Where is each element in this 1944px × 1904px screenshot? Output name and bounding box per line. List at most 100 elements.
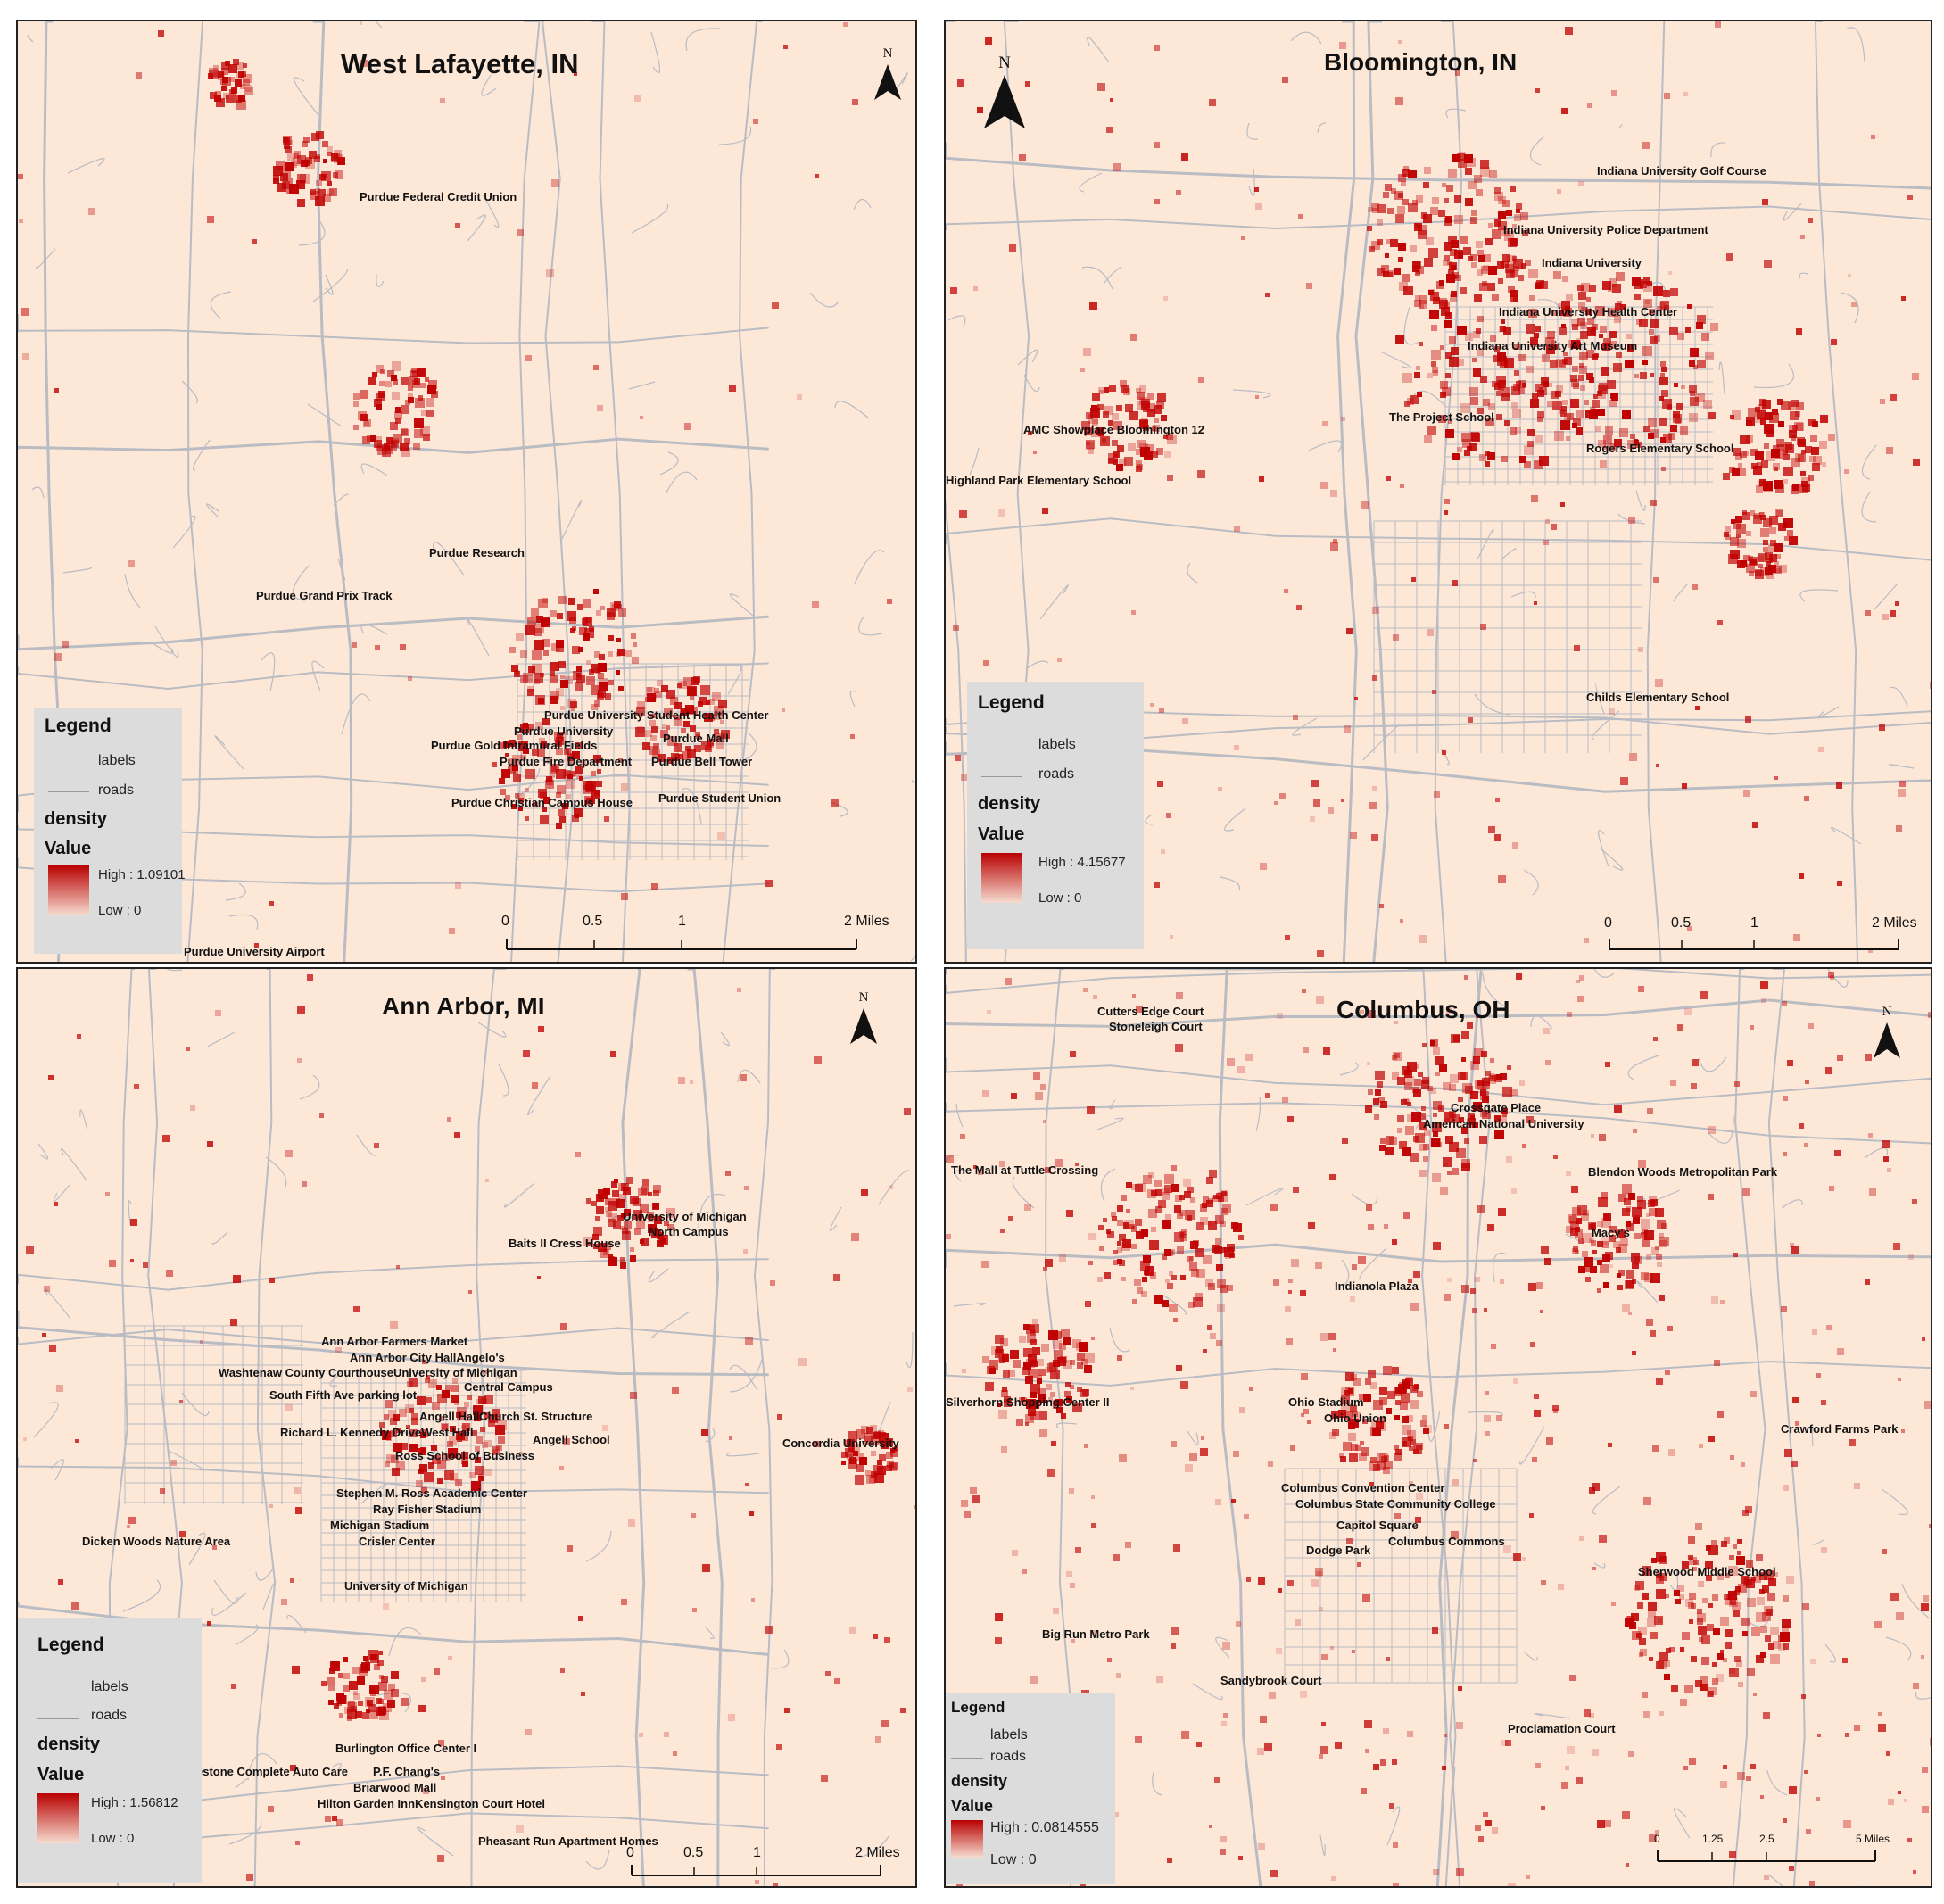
density-cell: [1510, 290, 1518, 297]
density-cell: [1135, 1736, 1142, 1743]
density-cell: [1612, 284, 1621, 293]
density-cell: [1595, 426, 1601, 432]
density-cell: [1768, 545, 1775, 552]
density-cell: [1392, 1072, 1399, 1080]
density-cell: [1842, 1658, 1848, 1663]
road-line: [946, 1154, 960, 1163]
place-label: Ohio Union: [1324, 1411, 1387, 1425]
density-cell: [1929, 1524, 1931, 1528]
road-line: [946, 1243, 1931, 1268]
density-cell: [1227, 1285, 1233, 1291]
density-cell: [1721, 1541, 1727, 1547]
density-cell: [1761, 460, 1768, 468]
density-cell: [1921, 1603, 1929, 1611]
north-label: N: [1882, 1005, 1892, 1019]
density-cell: [321, 171, 331, 181]
density-cell: [666, 690, 675, 699]
density-cell: [1717, 1411, 1724, 1418]
density-cell: [1720, 1300, 1725, 1304]
density-cell: [1419, 304, 1424, 309]
road-line: [18, 825, 769, 847]
road-line: [946, 1102, 1931, 1145]
density-cell: [1560, 502, 1565, 507]
density-cell: [1492, 1827, 1498, 1834]
density-cell: [1901, 296, 1906, 301]
density-cell: [1619, 428, 1628, 437]
road-line: [1403, 306, 1420, 345]
density-cell: [243, 63, 247, 68]
density-cell: [1371, 834, 1378, 841]
density-cell: [715, 733, 723, 741]
density-cell: [535, 695, 545, 705]
density-cell: [1837, 881, 1842, 886]
density-cell: [1635, 1581, 1644, 1590]
density-cell: [1779, 565, 1787, 573]
density-cell: [408, 393, 413, 398]
density-cell: [1066, 1571, 1072, 1577]
density-cell: [1416, 366, 1420, 370]
density-cell: [245, 85, 252, 92]
density-cell: [1725, 1629, 1733, 1637]
road-line: [1901, 1583, 1931, 1619]
density-cell: [1522, 1144, 1526, 1148]
road-line: [1482, 973, 1508, 1008]
density-cell: [128, 1517, 136, 1524]
road-line: [18, 1765, 769, 1808]
density-cell: [1418, 1072, 1423, 1077]
density-cell: [1385, 253, 1389, 258]
road-line: [1673, 583, 1689, 602]
density-cell: [1330, 490, 1337, 497]
density-cell: [1629, 753, 1637, 761]
density-cell: [1552, 401, 1562, 410]
place-label: Ohio Stadium: [1288, 1395, 1364, 1409]
density-cell: [1512, 224, 1517, 228]
density-cell: [1717, 1573, 1724, 1580]
density-cell: [1638, 647, 1643, 652]
density-cell: [321, 1681, 327, 1686]
density-cell: [556, 748, 563, 755]
density-cell: [654, 688, 659, 693]
density-cell: [639, 1733, 643, 1737]
density-cell: [1398, 193, 1403, 198]
density-cell: [1139, 385, 1146, 393]
road-line: [809, 292, 840, 308]
density-cell: [1528, 309, 1537, 318]
density-cell: [1352, 1264, 1357, 1270]
density-cell: [1202, 1203, 1207, 1208]
density-cell: [505, 753, 509, 757]
density-cell: [1755, 417, 1761, 423]
density-cell: [1716, 1674, 1724, 1682]
road-line: [1601, 849, 1624, 871]
density-cell: [368, 377, 376, 385]
density-cell: [1724, 532, 1729, 537]
road-line: [1862, 444, 1877, 480]
density-cell: [1477, 1205, 1485, 1213]
density-cell: [1458, 1097, 1463, 1102]
density-cell: [331, 153, 338, 161]
density-cell: [653, 1203, 659, 1209]
place-label: Purdue Mall: [663, 732, 729, 745]
density-cell: [542, 639, 550, 647]
density-cell: [1643, 1497, 1651, 1505]
density-cell: [1083, 348, 1091, 356]
density-cell: [1368, 1089, 1373, 1095]
density-cell: [1173, 1544, 1180, 1552]
density-cell: [1137, 1287, 1143, 1294]
density-cell: [283, 136, 292, 145]
road-line: [376, 273, 385, 287]
density-cell: [1449, 336, 1456, 344]
density-cell: [54, 653, 62, 661]
road-line: [1753, 363, 1794, 389]
density-cell: [1753, 1575, 1761, 1583]
density-cell: [848, 1445, 855, 1452]
density-cell: [1602, 1254, 1610, 1262]
density-cell: [1785, 444, 1794, 453]
density-cell: [914, 1505, 915, 1509]
density-cell: [1126, 1182, 1132, 1188]
road-line: [1529, 136, 1545, 166]
road-line: [853, 198, 872, 211]
density-cell: [1452, 154, 1460, 162]
density-cell: [1599, 1134, 1606, 1141]
road-line: [167, 969, 183, 972]
density-cell: [1759, 1572, 1767, 1580]
